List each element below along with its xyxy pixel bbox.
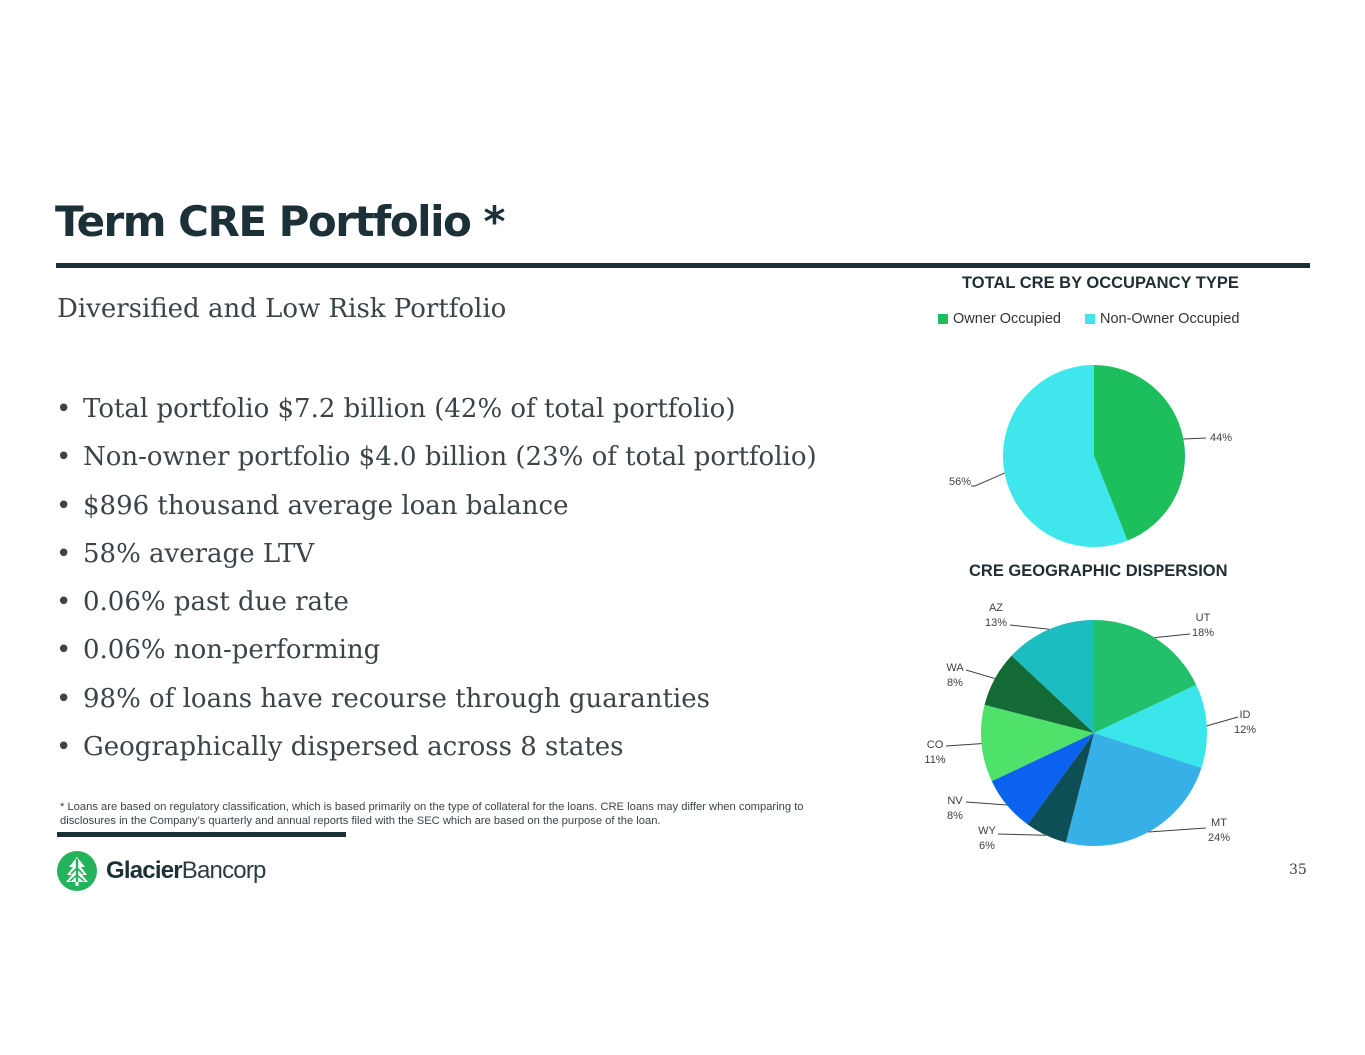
leader-line xyxy=(965,669,996,680)
category-label: UT xyxy=(1196,612,1211,624)
data-label: 12% xyxy=(1234,724,1256,736)
leader-line xyxy=(997,833,1046,836)
bullet-item: • $896 thousand average loan balance xyxy=(56,487,817,535)
data-label: 18% xyxy=(1192,627,1214,639)
data-label: 6% xyxy=(979,840,995,852)
pie-slice-wy xyxy=(1027,733,1094,843)
pie-slice-nv xyxy=(991,733,1094,825)
category-label: WA xyxy=(946,662,964,674)
bullet-item: • 98% of loans have recourse through guar… xyxy=(56,680,817,728)
pie-slice-non-owner-occupied xyxy=(1003,365,1128,547)
bullet-text: 0.06% non-performing xyxy=(83,635,381,666)
pie-slice-co xyxy=(981,704,1094,782)
company-logo: GlacierBancorp xyxy=(56,850,266,892)
page-number: 35 xyxy=(1289,862,1307,878)
tree-logo-icon xyxy=(57,851,97,891)
legend-label: Non-Owner Occupied xyxy=(1100,311,1240,327)
category-label: NV xyxy=(947,795,963,807)
pie-slice-wa xyxy=(984,655,1094,733)
data-label: 24% xyxy=(1208,832,1230,844)
logo-word-glacier: Glacier xyxy=(106,857,183,884)
leader-line xyxy=(971,472,1005,487)
bullet-item: • 0.06% non-performing xyxy=(56,631,817,679)
data-label: 44% xyxy=(1210,432,1232,444)
footnote-divider xyxy=(57,832,346,837)
footnote: * Loans are based on regulatory classifi… xyxy=(60,801,804,827)
geographic-chart-title: CRE GEOGRAPHIC DISPERSION xyxy=(969,562,1228,580)
bullet-list: • Total portfolio $7.2 billion (42% of to… xyxy=(56,390,817,776)
bullet-item: • Non-owner portfolio $4.0 billion (23% o… xyxy=(56,438,817,486)
title-divider xyxy=(56,263,1310,268)
subtitle: Diversified and Low Risk Portfolio xyxy=(57,294,507,324)
logo-word-bancorp: Bancorp xyxy=(181,857,267,884)
data-label: 56% xyxy=(949,476,971,488)
data-label: 8% xyxy=(947,677,963,689)
bullet-text: Non-owner portfolio $4.0 billion (23% of… xyxy=(83,442,817,473)
category-label: MT xyxy=(1211,817,1227,829)
legend-swatch xyxy=(1085,314,1095,324)
legend-item-owner-occupied: Owner Occupied xyxy=(938,311,1061,327)
data-label: 13% xyxy=(985,617,1007,629)
bullet-dot: • xyxy=(56,635,72,666)
bullet-dot: • xyxy=(56,683,72,714)
pie-slice-az xyxy=(1011,620,1094,733)
bullet-text: Geographically dispersed across 8 states xyxy=(83,732,624,763)
leader-line xyxy=(1206,716,1239,727)
data-label: 11% xyxy=(924,754,945,766)
legend-swatch xyxy=(938,314,948,324)
occupancy-chart-title: TOTAL CRE BY OCCUPANCY TYPE xyxy=(962,274,1239,292)
leader-line xyxy=(1009,624,1050,630)
data-label: 8% xyxy=(947,810,963,822)
bullet-item: • 58% average LTV xyxy=(56,535,817,583)
bullet-text: 98% of loans have recourse through guara… xyxy=(83,683,710,714)
bullet-dot: • xyxy=(56,394,72,424)
occupancy-legend: Owner Occupied Non-Owner Occupied xyxy=(938,311,1263,327)
bullet-dot: • xyxy=(56,442,72,473)
bullet-text: 0.06% past due rate xyxy=(83,587,349,618)
bullet-dot: • xyxy=(56,538,72,569)
leader-line xyxy=(945,743,982,747)
logo-wordmark: GlacierBancorp xyxy=(106,857,266,885)
leader-line xyxy=(1183,437,1207,440)
bullet-item: • Total portfolio $7.2 billion (42% of to… xyxy=(56,390,817,438)
category-label: WY xyxy=(978,825,996,837)
pie-slice-id xyxy=(1094,684,1207,768)
legend-item-non-owner-occupied: Non-Owner Occupied xyxy=(1085,311,1239,327)
pie-slice-owner-occupied xyxy=(1094,364,1186,541)
bullet-dot: • xyxy=(56,490,72,521)
pie-slice-ut xyxy=(1094,619,1197,733)
page-title: Term CRE Portfolio * xyxy=(55,197,505,246)
bullet-text: $896 thousand average loan balance xyxy=(83,490,569,521)
bullet-item: • 0.06% past due rate xyxy=(56,583,817,631)
leader-line xyxy=(965,801,1007,806)
pie-slice-mt xyxy=(1065,733,1202,846)
bullet-text: Total portfolio $7.2 billion (42% of tot… xyxy=(83,394,736,424)
category-label: ID xyxy=(1240,709,1251,721)
bullet-item: • Geographically dispersed across 8 state… xyxy=(56,728,817,776)
leader-line xyxy=(1148,827,1207,833)
category-label: AZ xyxy=(989,602,1003,614)
bullet-dot: • xyxy=(56,587,72,618)
category-label: CO xyxy=(927,739,944,751)
leader-line xyxy=(1154,633,1191,639)
bullet-text: 58% average LTV xyxy=(83,538,315,569)
bullet-dot: • xyxy=(56,732,72,763)
legend-label: Owner Occupied xyxy=(953,311,1061,327)
